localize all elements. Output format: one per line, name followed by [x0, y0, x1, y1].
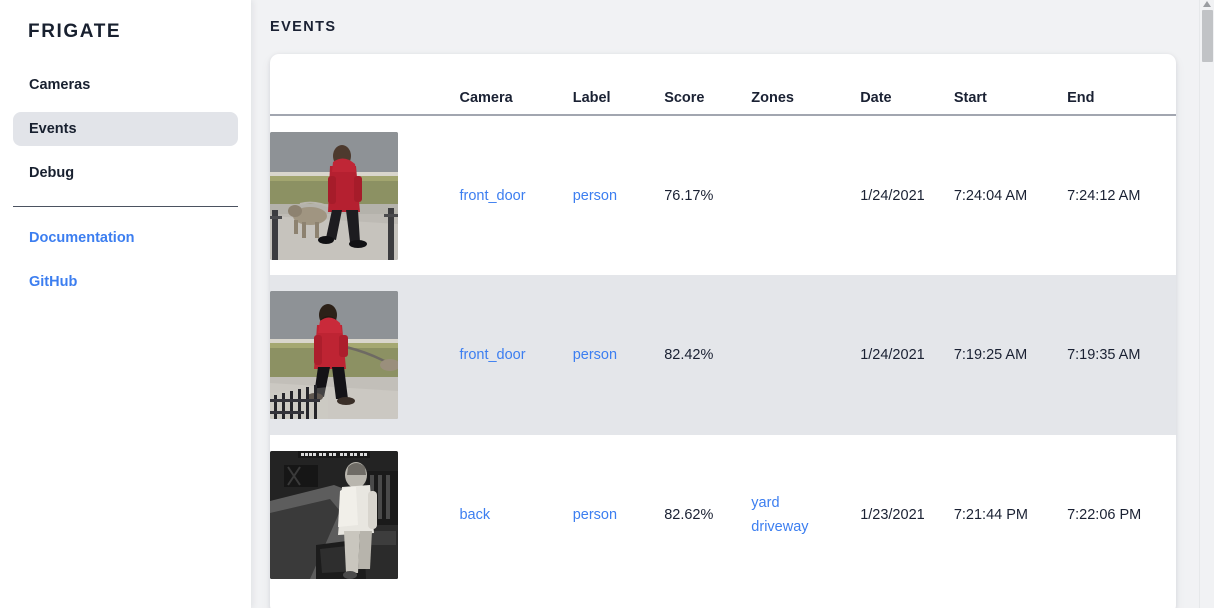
sidebar-item-events[interactable]: Events — [13, 112, 238, 146]
sidebar-item-cameras[interactable]: Cameras — [29, 77, 91, 93]
sidebar-secondary-nav: Documentation GitHub — [0, 223, 251, 297]
event-camera-cell: back — [459, 435, 572, 595]
event-date-cell: 1/24/2021 — [860, 187, 925, 204]
event-end-cell: 7:24:12 AM — [1067, 187, 1141, 204]
event-camera-cell: front_door — [459, 115, 572, 275]
page-scrollbar[interactable] — [1199, 0, 1214, 608]
event-zones-cell — [751, 275, 861, 435]
column-header-end: End — [1067, 90, 1095, 106]
scroll-up-arrow-icon[interactable] — [1203, 1, 1211, 7]
event-zone-link[interactable]: yard — [751, 495, 780, 511]
main-content: EVENTS Camera Label Score Zones Date Sta… — [251, 0, 1214, 608]
scrollbar-thumb[interactable] — [1202, 10, 1213, 62]
events-table-header-row: Camera Label Score Zones Date Start End — [270, 54, 1176, 115]
event-start-cell: 7:19:25 AM — [953, 275, 1068, 435]
event-zone-link[interactable]: driveway — [751, 519, 809, 535]
events-table-body: front_door person 76.17% 1/24/2021 7:24:… — [270, 115, 1176, 595]
app-brand-title: FRIGATE — [28, 21, 122, 42]
column-header-date: Date — [860, 90, 892, 106]
column-header-label: Label — [572, 90, 611, 106]
event-start-cell: 7:21:44 PM — [953, 507, 1028, 523]
column-header-zones: Zones — [751, 90, 794, 106]
column-header-camera: Camera — [459, 90, 513, 106]
event-snapshot-image[interactable] — [270, 451, 398, 579]
event-thumbnail-cell[interactable] — [270, 275, 460, 435]
event-score-cell: 76.17% — [664, 187, 714, 204]
event-snapshot-image[interactable] — [270, 291, 398, 419]
event-label-cell: person — [572, 275, 665, 435]
sidebar-primary-nav: Cameras Events Debug — [0, 68, 251, 190]
event-snapshot-image[interactable] — [270, 131, 398, 260]
sidebar-divider — [13, 206, 238, 207]
sidebar-link-documentation[interactable]: Documentation — [29, 230, 135, 246]
event-zones-cell: yard driveway — [751, 435, 860, 595]
column-header-start: Start — [953, 90, 987, 106]
event-camera-link[interactable]: back — [459, 507, 491, 523]
sidebar-item-debug[interactable]: Debug — [29, 165, 75, 181]
sidebar-link-github[interactable]: GitHub — [29, 274, 78, 290]
table-row[interactable]: front_door person 82.42% 1/24/2021 7:19:… — [270, 275, 1176, 435]
event-camera-link[interactable]: front_door — [459, 187, 526, 204]
sidebar: FRIGATE Cameras Events Debug Documentati… — [0, 0, 251, 608]
event-thumbnail-cell[interactable] — [270, 115, 459, 275]
event-zones-cell — [751, 115, 860, 275]
events-table: Camera Label Score Zones Date Start End — [270, 54, 1176, 595]
event-camera-cell: front_door — [459, 275, 573, 435]
event-end-cell: 7:19:35 AM — [1067, 275, 1176, 435]
event-start-cell: 7:24:04 AM — [953, 187, 1028, 204]
event-label-link[interactable]: person — [572, 187, 618, 204]
event-date-cell: 1/24/2021 — [860, 275, 954, 435]
event-label-link[interactable]: person — [572, 507, 618, 523]
event-thumbnail-cell[interactable] — [270, 435, 459, 595]
column-header-thumbnail — [270, 54, 459, 115]
event-end-cell: 7:22:06 PM — [1067, 507, 1142, 523]
event-label-link[interactable]: person — [572, 347, 618, 363]
event-camera-link[interactable]: front_door — [459, 347, 526, 363]
event-date-cell: 1/23/2021 — [860, 507, 925, 523]
table-row[interactable]: back person 82.62% yard driveway 1/23/20… — [270, 435, 1176, 595]
event-score-cell: 82.42% — [664, 275, 752, 435]
table-row[interactable]: front_door person 76.17% 1/24/2021 7:24:… — [270, 115, 1176, 275]
event-score-cell: 82.62% — [664, 507, 714, 523]
page-title: EVENTS — [270, 19, 337, 35]
column-header-score: Score — [664, 90, 705, 106]
event-label-cell: person — [573, 115, 664, 275]
events-table-head: Camera Label Score Zones Date Start End — [270, 54, 1176, 115]
events-card: Camera Label Score Zones Date Start End — [270, 54, 1176, 608]
event-label-cell: person — [573, 435, 664, 595]
